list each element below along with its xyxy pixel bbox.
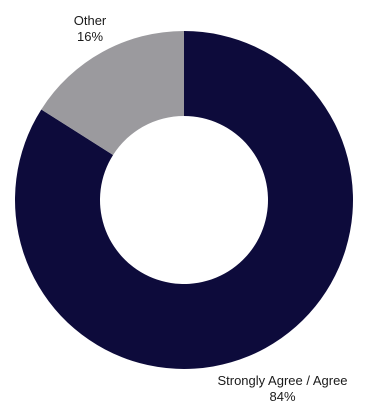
slice-label-strongly-agree: Strongly Agree / Agree 84% [200,373,365,405]
slice-label-other: Other 16% [62,13,118,45]
donut-slice-other [41,31,185,155]
donut-slices [14,31,353,369]
slice-label-strongly-agree-name: Strongly Agree / Agree [217,373,348,388]
slice-label-other-name: Other [73,13,107,28]
slice-label-other-value: 16% [76,29,104,44]
donut-slice-strongly-agree-agree [14,31,353,369]
slice-label-strongly-agree-value: 84% [269,389,296,404]
